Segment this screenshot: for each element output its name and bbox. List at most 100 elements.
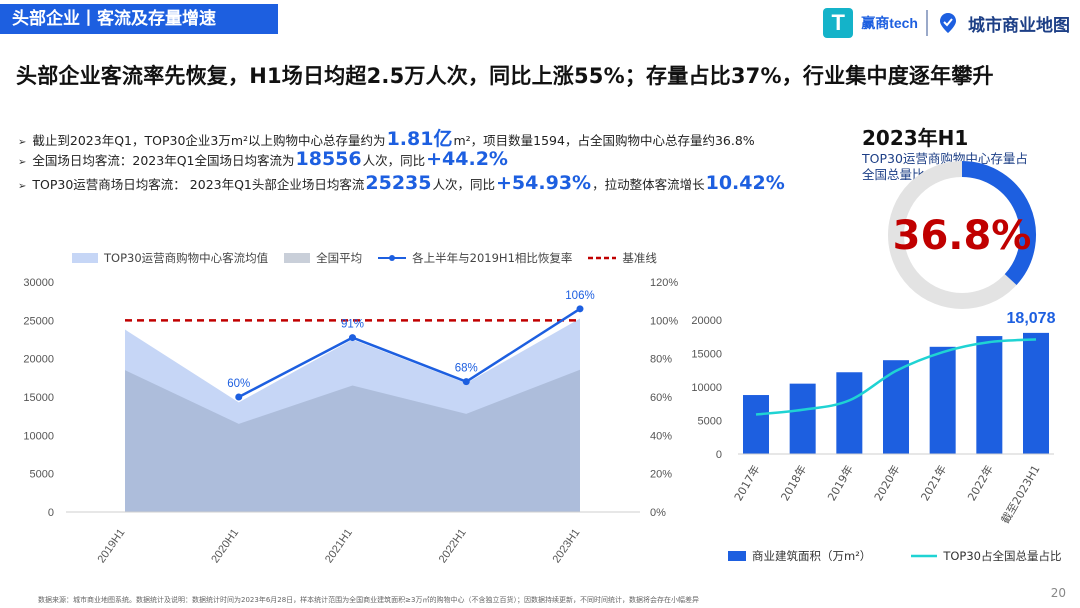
- y2-tick-label: 100%: [650, 315, 678, 327]
- recovery-point: [235, 393, 243, 401]
- y-tick-label: 15000: [23, 392, 54, 404]
- bar-x-tick-label: 2022年: [964, 462, 996, 503]
- left-chart-legend: TOP30运营商购物中心客流均值 全国平均 各上半年与2019H1相比恢复率 基…: [72, 250, 657, 266]
- bar: [929, 346, 956, 454]
- bar-x-tick-label: 截至2023H1: [998, 463, 1043, 527]
- legend-label: 各上半年与2019H1相比恢复率: [412, 251, 573, 265]
- legend-swatch: [72, 253, 98, 263]
- bullet-highlight: 18556: [295, 148, 362, 170]
- legend-label: TOP30运营商购物中心客流均值: [104, 251, 269, 265]
- y-tick-label: 30000: [23, 277, 54, 289]
- recovery-data-label: 91%: [341, 319, 364, 331]
- bar: [836, 372, 863, 454]
- y-tick-label: 0: [48, 507, 54, 519]
- y2-tick-label: 60%: [650, 392, 672, 404]
- bar: [743, 395, 769, 454]
- bullet-item: ➢ TOP30运营商场日均客流： 2023年Q1头部企业场日均客流 25235 …: [18, 172, 838, 196]
- y2-tick-label: 0%: [650, 507, 666, 519]
- bar-x-tick-label: 2018年: [778, 463, 810, 504]
- section-tag: 头部企业丨客流及存量增速: [0, 4, 278, 34]
- legend-swatch: [911, 554, 938, 558]
- recovery-point: [576, 305, 584, 313]
- recovery-data-label: 60%: [227, 378, 250, 390]
- y-tick-label: 5000: [30, 469, 54, 481]
- brand-logos: T 赢商tech 城市商业地图: [823, 6, 1070, 40]
- bullet-text: 人次，同比: [432, 177, 496, 192]
- brand-text: 赢商tech: [861, 15, 918, 31]
- recovery-data-label: 106%: [565, 290, 594, 302]
- bar: [883, 360, 909, 454]
- legend-swatch: [588, 256, 617, 260]
- brand-t-icon: T: [823, 8, 854, 38]
- page-headline: 头部企业客流率先恢复，H1场日均超2.5万人次，同比上涨55%；存量占比37%，…: [16, 64, 994, 88]
- area-series-national: [125, 369, 580, 512]
- legend-item-share: TOP30占全国总量占比: [911, 548, 1061, 564]
- legend-label: TOP30占全国总量占比: [943, 549, 1062, 563]
- x-tick-label: 2023H1: [551, 527, 583, 565]
- legend-item-area: 商业建筑面积（万m²）: [728, 548, 871, 564]
- bullet-highlight: +44.2%: [426, 148, 508, 170]
- recovery-line: [238, 307, 581, 399]
- arrow-icon: ➢: [18, 137, 27, 148]
- bullet-highlight: +54.93%: [496, 172, 592, 194]
- bar-x-tick-label: 2019年: [824, 463, 856, 504]
- bar-y-tick-label: 20000: [691, 315, 722, 327]
- arrow-icon: ➢: [18, 157, 27, 168]
- recovery-point: [349, 334, 356, 342]
- kpi-title: 2023年H1: [862, 126, 969, 150]
- y2-tick-label: 40%: [650, 430, 672, 442]
- bar: [789, 383, 816, 454]
- bullet-highlight: 25235: [365, 172, 432, 194]
- bar-x-tick-label: 2021年: [918, 463, 950, 504]
- bullet-text: 全国场日均客流：2023年Q1全国场日均客流为: [32, 153, 295, 168]
- legend-item-baseline: 基准线: [588, 250, 657, 266]
- legend-item-recovery: 各上半年与2019H1相比恢复率: [378, 250, 572, 266]
- bullet-item: ➢ 截止到2023年Q1，TOP30企业3万m²以上购物中心总存量约为 1.81…: [18, 124, 838, 150]
- bar-y-tick-label: 10000: [691, 382, 722, 394]
- bullet-text: TOP30运营商场日均客流： 2023年Q1头部企业场日均客流: [32, 177, 365, 192]
- y-tick-label: 25000: [23, 315, 54, 327]
- bullet-list: ➢ 截止到2023年Q1，TOP30企业3万m²以上购物中心总存量约为 1.81…: [18, 124, 838, 196]
- x-tick-label: 2022H1: [437, 527, 469, 565]
- right-chart-legend: 商业建筑面积（万m²） TOP30占全国总量占比: [728, 548, 1061, 564]
- bar-y-tick-label: 0: [716, 449, 722, 461]
- map-pin-icon: [940, 13, 956, 33]
- bar-data-label: 18,078: [1007, 310, 1056, 327]
- legend-swatch: [284, 253, 311, 263]
- page-number: 20: [1050, 586, 1066, 600]
- bullet-item: ➢ 全国场日均客流：2023年Q1全国场日均客流为 18556 人次，同比 +4…: [18, 148, 838, 172]
- bar-x-tick-label: 2017年: [731, 463, 763, 504]
- recovery-data-label: 68%: [455, 363, 478, 375]
- bullet-text: 截止到2023年Q1，TOP30企业3万m²以上购物中心总存量约为: [32, 133, 386, 148]
- x-tick-label: 2020H1: [209, 527, 241, 565]
- bullet-text: 人次，同比: [362, 153, 426, 168]
- bullet-text: m²，项目数量1594，占全国购物中心总存量约36.8%: [453, 133, 755, 148]
- legend-label: 基准线: [622, 251, 657, 265]
- y2-tick-label: 120%: [650, 277, 678, 289]
- legend-item-top30: TOP30运营商购物中心客流均值: [72, 250, 268, 266]
- bar-y-tick-label: 15000: [691, 349, 722, 361]
- bar: [976, 336, 1003, 454]
- city-map-name: 城市商业地图: [968, 15, 1070, 36]
- footnote: 数据来源：城市商业地图系统。数据统计及说明：数据统计时间为2023年6月28日，…: [38, 596, 699, 604]
- y-tick-label: 10000: [23, 430, 54, 442]
- legend-label: 全国平均: [316, 251, 363, 265]
- legend-label: 商业建筑面积（万m²）: [752, 549, 872, 563]
- x-tick-label: 2019H1: [96, 527, 128, 565]
- bullet-highlight: 10.42%: [705, 172, 785, 194]
- bar-x-tick-label: 2020年: [871, 463, 903, 504]
- logo-divider: [926, 10, 928, 36]
- bullet-highlight: 1.81亿: [386, 128, 453, 150]
- share-line: [755, 338, 1037, 416]
- bullet-text: ，拉动整体客流增长: [592, 177, 705, 192]
- legend-item-national: 全国平均: [284, 250, 362, 266]
- bar-y-tick-label: 5000: [698, 416, 722, 428]
- y2-tick-label: 80%: [650, 354, 672, 366]
- legend-swatch: [378, 255, 407, 261]
- arrow-icon: ➢: [18, 181, 27, 192]
- y2-tick-label: 20%: [650, 469, 672, 481]
- y-tick-label: 20000: [23, 354, 54, 366]
- legend-swatch: [728, 551, 746, 561]
- x-tick-label: 2021H1: [323, 527, 355, 565]
